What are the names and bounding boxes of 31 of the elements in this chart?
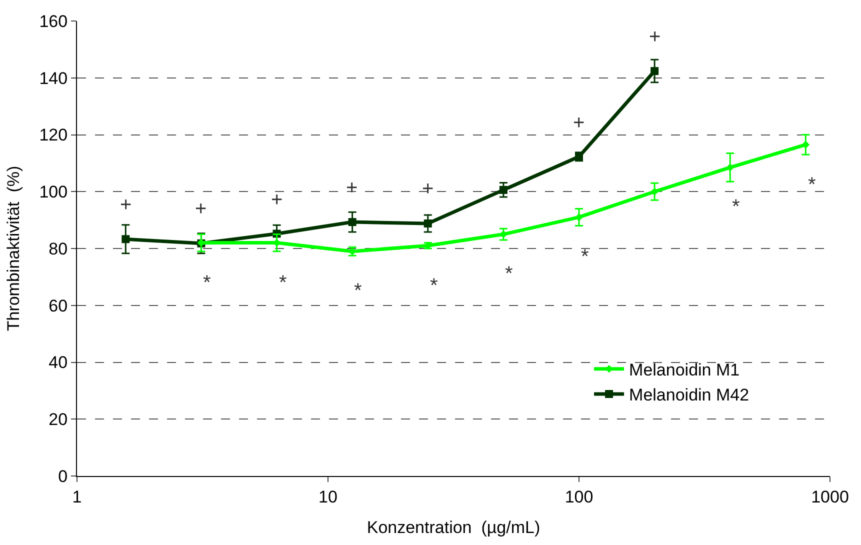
y-tick-label: 160: [39, 12, 68, 31]
annotation: *: [581, 246, 589, 268]
y-axis-title: Thrombinaktivität (%): [4, 166, 23, 332]
x-tick-label: 1000: [811, 487, 849, 506]
annotation: *: [430, 275, 438, 297]
y-tick-label: 0: [58, 466, 68, 486]
y-tick-label: 120: [39, 126, 68, 145]
y-tick-label: 20: [48, 410, 68, 430]
annotation: *: [505, 263, 513, 285]
x-axis-title: Konzentration (µg/mL): [366, 518, 540, 537]
annotation: *: [203, 272, 211, 294]
y-tick-label: 40: [48, 353, 68, 372]
y-tick-label: 60: [48, 296, 68, 316]
x-tick-label: 100: [564, 487, 594, 506]
annotation: +: [195, 198, 207, 220]
y-tick-label: 140: [39, 68, 68, 88]
annotation: +: [573, 112, 585, 134]
y-tick-label: 80: [48, 239, 68, 258]
legend-label: Melanoidin M1: [629, 360, 740, 380]
annotation: *: [354, 280, 362, 302]
annotation: *: [808, 174, 816, 196]
y-tick-label: 100: [39, 182, 68, 202]
annotation: +: [649, 26, 661, 48]
annotation: +: [120, 194, 132, 216]
annotation: *: [279, 272, 287, 294]
annotation: *: [732, 196, 740, 218]
x-tick-label: 1: [72, 487, 82, 506]
legend-label: Melanoidin M42: [629, 386, 750, 405]
annotation: +: [271, 189, 283, 211]
x-tick-label: 10: [318, 487, 338, 506]
annotation: +: [422, 178, 434, 200]
